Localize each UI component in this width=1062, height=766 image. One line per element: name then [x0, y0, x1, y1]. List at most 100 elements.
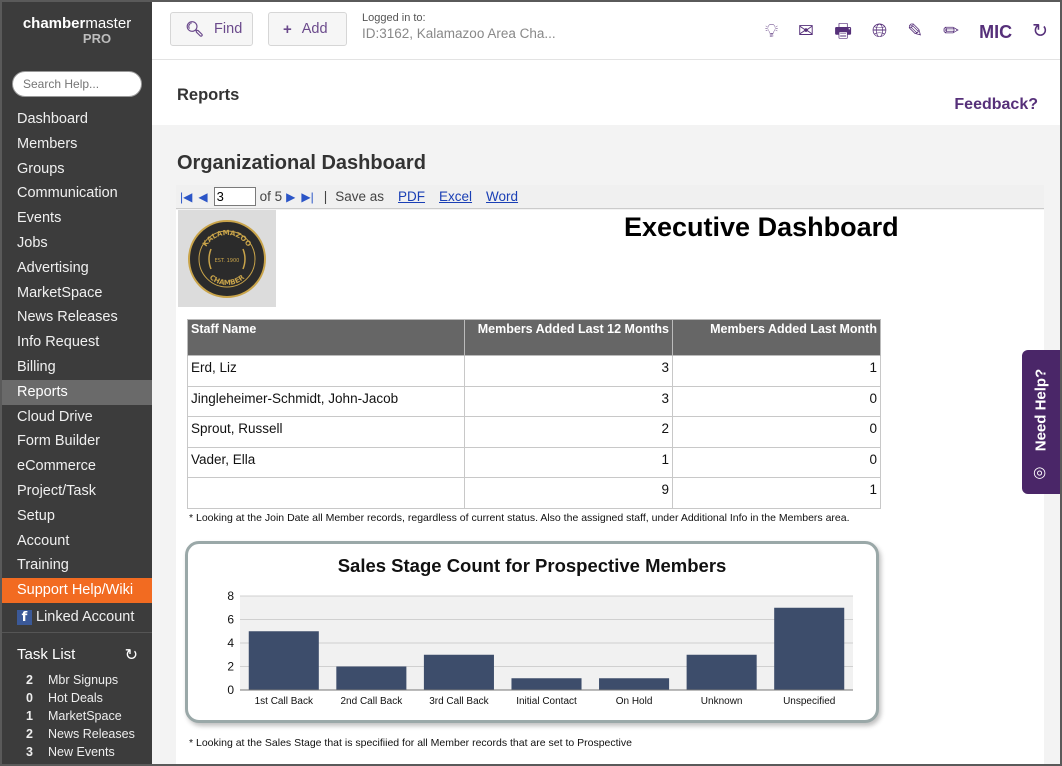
feedback-link[interactable]: Feedback?: [954, 96, 1038, 113]
sidebar-item-cloud-drive[interactable]: Cloud Drive: [17, 408, 93, 425]
next-page-icon[interactable]: ▶: [286, 189, 296, 204]
task-item[interactable]: 2 News Releases: [2, 725, 152, 743]
table-cell: 3: [464, 355, 673, 387]
y-tick-label: 6: [227, 613, 234, 627]
lifebuoy-icon: ◎: [1033, 464, 1047, 481]
save-as-label: Save as: [335, 189, 385, 204]
sidebar-item-news-releases[interactable]: News Releases: [17, 309, 118, 326]
prev-page-icon[interactable]: ◀: [198, 189, 208, 204]
task-count: 2: [26, 672, 33, 687]
find-label: Find: [214, 21, 243, 37]
x-tick-label: 2nd Call Back: [341, 696, 404, 707]
mic-label[interactable]: MIC: [979, 22, 1013, 42]
task-list-header: Task List ↻: [2, 633, 152, 671]
linked-account[interactable]: f Linked Account: [2, 603, 152, 633]
report-title: Executive Dashboard: [624, 212, 899, 242]
sidebar-item-events[interactable]: Events: [17, 210, 62, 227]
x-tick-label: 1st Call Back: [255, 696, 314, 707]
sidebar-item-jobs[interactable]: Jobs: [17, 234, 48, 251]
task-item[interactable]: 3 New Events: [2, 743, 152, 761]
top-icons: 💡︎ ✉︎ 🖶︎ 🌐︎ ✎ ✏︎ MIC ↻: [745, 20, 1048, 44]
refresh-icon[interactable]: ↻: [124, 646, 138, 664]
mail-icon[interactable]: ✉︎: [798, 21, 815, 42]
toolbar-separator: |: [323, 189, 328, 204]
sidebar-item-marketspace[interactable]: MarketSpace: [17, 284, 103, 301]
table-cell: 0: [672, 446, 881, 478]
table-cell: 0: [672, 385, 881, 417]
task-count: 2: [26, 726, 33, 741]
sidebar-item-ecommerce[interactable]: eCommerce: [17, 458, 96, 475]
chart-plot: 0 2 4 6 8 1st Call Back 2nd Call Back 3rd Call …: [227, 589, 853, 707]
table-cell: 1: [672, 477, 881, 509]
search-help-input[interactable]: [12, 71, 142, 97]
sidebar-item-billing[interactable]: Billing: [17, 358, 56, 375]
find-button[interactable]: 🔍︎ Find: [170, 12, 253, 46]
x-tick-label: Initial Contact: [516, 696, 577, 707]
refresh-icon[interactable]: ↻: [1032, 21, 1048, 42]
task-list: 2 Mbr Signups 0 Hot Deals 1 MarketSpace 2 News …: [2, 671, 152, 761]
table-cell: 3: [464, 385, 673, 417]
save-word-link[interactable]: Word: [486, 189, 519, 204]
save-pdf-link[interactable]: PDF: [398, 189, 426, 204]
sidebar-item-members[interactable]: Members: [17, 135, 78, 152]
lightbulb-icon[interactable]: 💡︎: [764, 21, 779, 42]
bar: [686, 654, 757, 690]
task-item[interactable]: 2 Mbr Signups: [2, 671, 152, 689]
task-item[interactable]: 1 MarketSpace: [2, 707, 152, 725]
x-tick-label: 3rd Call Back: [429, 696, 489, 707]
sidebar-item-setup[interactable]: Setup: [17, 507, 55, 524]
logged-in-label: Logged in to:: [362, 12, 426, 24]
plus-icon: +: [283, 20, 292, 38]
x-tick-label: Unknown: [701, 696, 743, 707]
sidebar-item-account[interactable]: Account: [17, 532, 70, 549]
add-button[interactable]: + Add: [268, 12, 347, 46]
table-cell: Sprout, Russell: [187, 416, 465, 448]
brand-sub: PRO: [82, 31, 112, 46]
x-tick-label: On Hold: [616, 696, 653, 707]
task-count: 1: [26, 708, 33, 723]
task-item[interactable]: 0 Hot Deals: [2, 689, 152, 707]
table-row: Jingleheimer-Schmidt, John-Jacob 3 0: [187, 385, 881, 417]
sidebar-item-dashboard[interactable]: Dashboard: [17, 111, 88, 127]
dashboard-title: Organizational Dashboard: [177, 152, 426, 174]
table-cell: Jingleheimer-Schmidt, John-Jacob: [187, 385, 465, 417]
sidebar-item-groups[interactable]: Groups: [17, 160, 65, 177]
add-label: Add: [301, 21, 328, 37]
page-number-input[interactable]: [213, 187, 256, 206]
sidebar-item-form-builder[interactable]: Form Builder: [17, 433, 100, 450]
sidebar-item-support[interactable]: Support Help/Wiki: [2, 578, 152, 603]
bar: [423, 654, 494, 690]
edit-icon[interactable]: ✎: [907, 21, 924, 42]
brand-logo[interactable]: chambermaster PRO: [2, 2, 152, 62]
y-tick-label: 2: [227, 660, 234, 674]
table-cell: 2: [464, 416, 673, 448]
chamber-seal-icon: KALAMAZOO EST. 1900 CHAMBER: [188, 219, 266, 298]
pencil-icon[interactable]: ✏︎: [943, 21, 960, 42]
sidebar-item-info-request[interactable]: Info Request: [17, 334, 100, 351]
y-tick-label: 4: [227, 636, 234, 650]
first-page-icon[interactable]: |◀: [180, 189, 193, 204]
save-excel-link[interactable]: Excel: [439, 189, 473, 204]
last-page-icon[interactable]: ▶|: [301, 189, 314, 204]
print-icon[interactable]: 🖶︎: [834, 21, 853, 42]
need-help-tab[interactable]: Need Help? ◎: [1022, 350, 1060, 494]
sidebar-item-reports[interactable]: Reports: [2, 379, 152, 405]
sidebar-item-advertising[interactable]: Advertising: [17, 259, 89, 276]
sidebar-item-project-task[interactable]: Project/Task: [17, 482, 96, 499]
sidebar-item-communication[interactable]: Communication: [17, 185, 118, 202]
table-cell: 9: [464, 477, 673, 509]
staff-table: Staff Name Members Added Last 12 Months …: [187, 319, 881, 509]
bar: [774, 607, 845, 690]
globe-icon[interactable]: 🌐︎: [872, 21, 888, 42]
facebook-icon: f: [17, 609, 32, 625]
bar: [248, 631, 319, 690]
table-cell: [187, 477, 465, 509]
table-header-row: Staff Name Members Added Last 12 Months …: [187, 319, 881, 356]
table-cell: 1: [464, 446, 673, 478]
y-tick-label: 0: [227, 683, 234, 697]
top-bar: 🔍︎ Find + Add Logged in to: ID:3162, Kal…: [152, 2, 1060, 60]
x-tick-label: Unspecified: [783, 696, 835, 707]
column-header: Staff Name: [187, 319, 465, 356]
sidebar-item-training[interactable]: Training: [17, 557, 69, 574]
table-footnote: * Looking at the Join Date all Member re…: [189, 512, 850, 524]
